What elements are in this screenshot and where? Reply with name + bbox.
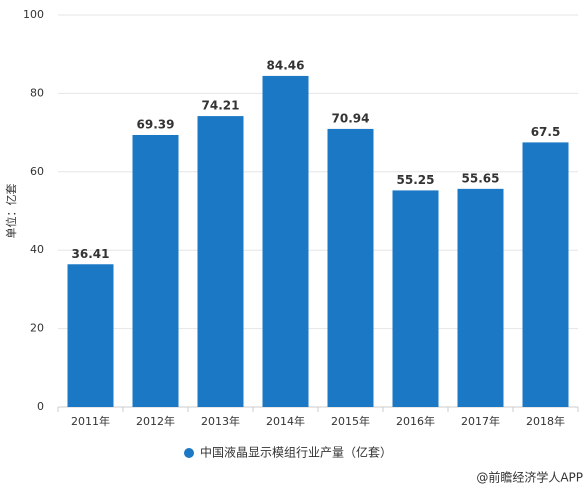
y-tick-label: 0 xyxy=(37,400,44,413)
value-label: 74.21 xyxy=(202,99,240,113)
bar xyxy=(262,75,309,407)
x-tick-label: 2012年 xyxy=(136,414,175,428)
y-tick-label: 20 xyxy=(30,322,44,335)
x-tick-label: 2018年 xyxy=(526,414,565,428)
x-tick-label: 2015年 xyxy=(331,414,370,428)
x-tick-label: 2014年 xyxy=(266,414,305,428)
value-label: 84.46 xyxy=(267,58,305,72)
value-label: 55.25 xyxy=(397,173,435,187)
x-tick-label: 2013年 xyxy=(201,414,240,428)
bar xyxy=(327,128,374,407)
y-axis-label: 单位：亿套 xyxy=(4,184,18,239)
bar xyxy=(197,116,244,407)
source-note: @前瞻经济学人APP xyxy=(476,470,583,485)
x-tick-label: 2017年 xyxy=(461,414,500,428)
y-tick-label: 80 xyxy=(30,86,44,99)
legend-marker xyxy=(184,448,194,458)
y-tick-label: 100 xyxy=(23,8,44,21)
value-label: 55.65 xyxy=(462,171,500,185)
value-label: 70.94 xyxy=(332,111,370,125)
value-label: 69.39 xyxy=(137,117,175,131)
bar xyxy=(457,188,504,407)
bar xyxy=(67,264,114,407)
y-tick-label: 40 xyxy=(30,243,44,256)
legend-label: 中国液晶显示模组行业产量（亿套） xyxy=(200,445,392,460)
bar xyxy=(392,190,439,407)
bar xyxy=(522,142,569,407)
bar xyxy=(132,134,179,407)
y-tick-label: 60 xyxy=(30,165,44,178)
x-tick-label: 2016年 xyxy=(396,414,435,428)
x-tick-label: 2011年 xyxy=(71,414,110,428)
value-label: 67.5 xyxy=(531,125,561,139)
value-label: 36.41 xyxy=(72,247,110,261)
